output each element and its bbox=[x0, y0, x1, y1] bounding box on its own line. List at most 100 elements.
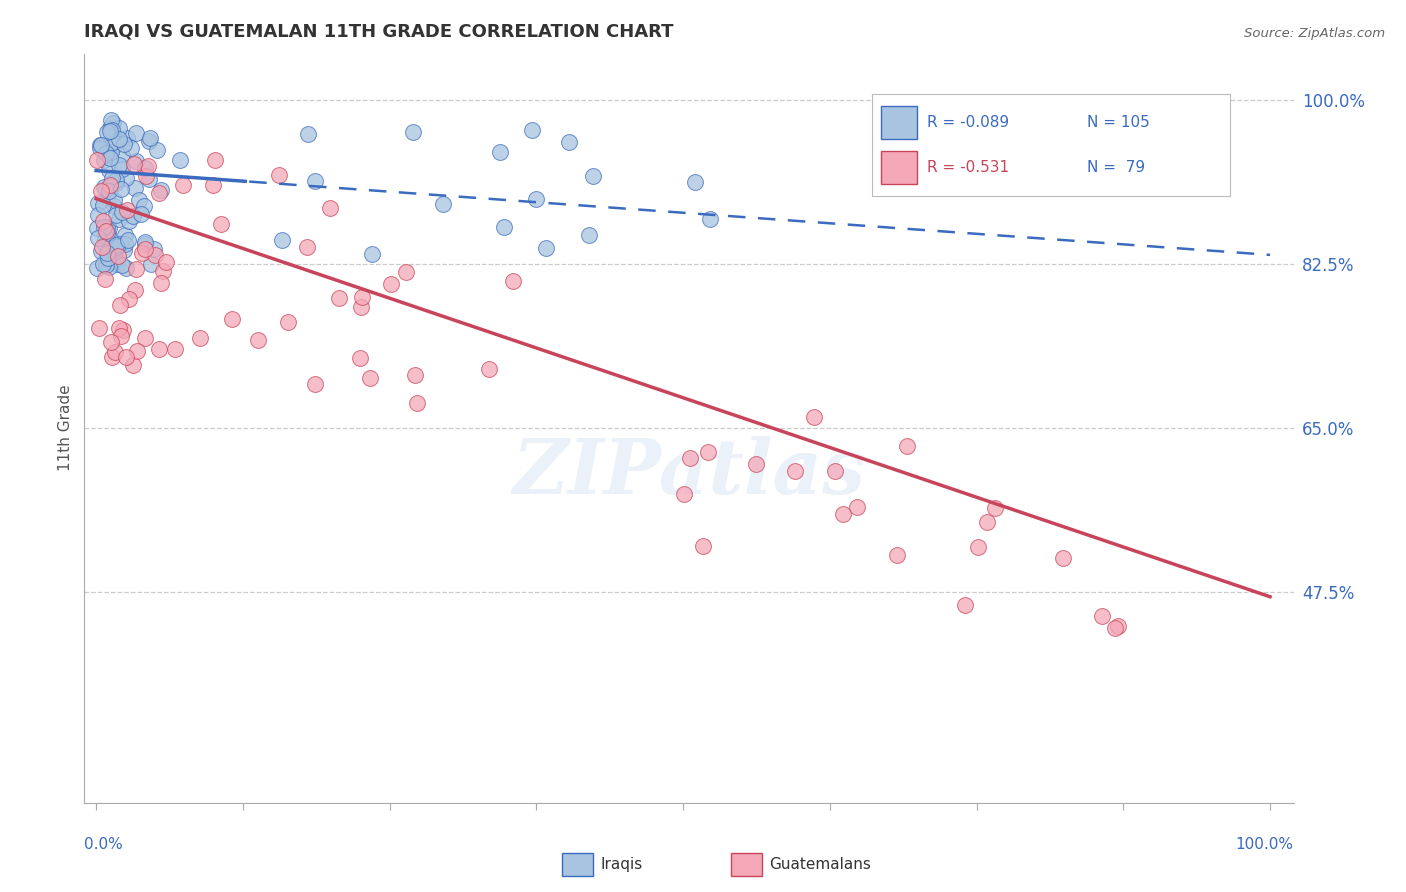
Text: R = -0.089: R = -0.089 bbox=[928, 115, 1010, 130]
Point bbox=[101, 116, 124, 130]
Point bbox=[103, 199, 125, 213]
Text: Source: ZipAtlas.com: Source: ZipAtlas.com bbox=[1244, 27, 1385, 40]
Point bbox=[97, 227, 120, 242]
Point bbox=[211, 217, 233, 231]
Point bbox=[110, 182, 132, 196]
Point bbox=[105, 257, 128, 271]
Point bbox=[100, 113, 122, 128]
Point bbox=[90, 240, 112, 254]
Point bbox=[108, 298, 131, 312]
Point bbox=[103, 139, 125, 153]
Point bbox=[114, 236, 136, 251]
Point bbox=[359, 371, 381, 385]
Point bbox=[696, 444, 718, 458]
Point bbox=[89, 141, 111, 155]
Point bbox=[138, 134, 160, 148]
Point bbox=[112, 323, 135, 337]
Point bbox=[824, 464, 846, 478]
Point bbox=[361, 247, 384, 261]
Point bbox=[271, 233, 294, 247]
Point bbox=[107, 132, 129, 146]
Point bbox=[97, 163, 120, 178]
Point bbox=[105, 239, 128, 253]
Point bbox=[94, 182, 117, 196]
Text: IRAQI VS GUATEMALAN 11TH GRADE CORRELATION CHART: IRAQI VS GUATEMALAN 11TH GRADE CORRELATI… bbox=[84, 23, 673, 41]
Point bbox=[134, 235, 156, 249]
Point bbox=[328, 291, 350, 305]
Point bbox=[111, 205, 134, 219]
Point bbox=[105, 176, 128, 190]
Point bbox=[131, 246, 153, 260]
Point bbox=[87, 208, 110, 222]
Point bbox=[111, 259, 134, 273]
Point bbox=[295, 240, 318, 254]
Point bbox=[110, 329, 132, 343]
Point bbox=[105, 208, 128, 222]
Point bbox=[699, 212, 721, 227]
Text: Guatemalans: Guatemalans bbox=[769, 857, 870, 871]
Point bbox=[96, 126, 118, 140]
Text: N =  79: N = 79 bbox=[1087, 160, 1144, 175]
Point bbox=[984, 501, 1007, 516]
Point bbox=[90, 137, 112, 152]
Point bbox=[118, 214, 141, 228]
Text: ZIPatlas: ZIPatlas bbox=[512, 436, 866, 510]
Point bbox=[112, 137, 135, 152]
Point bbox=[886, 549, 908, 563]
Point bbox=[685, 175, 707, 189]
Point bbox=[94, 236, 117, 251]
Point bbox=[104, 345, 127, 359]
FancyBboxPatch shape bbox=[880, 106, 917, 139]
Point bbox=[277, 314, 299, 328]
Point bbox=[143, 247, 166, 261]
Point bbox=[148, 186, 170, 200]
Point bbox=[534, 240, 557, 254]
Point bbox=[107, 321, 129, 335]
Point bbox=[502, 274, 524, 288]
Point bbox=[93, 179, 115, 194]
Point bbox=[111, 148, 134, 162]
Point bbox=[108, 120, 131, 135]
Point bbox=[104, 252, 127, 267]
Point bbox=[100, 123, 122, 137]
Point bbox=[100, 145, 122, 159]
Point bbox=[98, 124, 121, 138]
Point bbox=[91, 214, 114, 228]
Point bbox=[122, 157, 145, 171]
Point bbox=[90, 185, 112, 199]
Point bbox=[108, 157, 131, 171]
Point bbox=[319, 201, 342, 215]
Point bbox=[86, 260, 108, 275]
Point bbox=[112, 243, 135, 257]
Point bbox=[98, 184, 121, 198]
Point bbox=[89, 137, 111, 152]
Point bbox=[432, 197, 454, 211]
Point bbox=[138, 131, 160, 145]
Point bbox=[98, 255, 121, 269]
Point bbox=[87, 231, 110, 245]
Point bbox=[172, 178, 194, 193]
Point bbox=[118, 293, 141, 307]
Point bbox=[494, 220, 516, 235]
Point bbox=[98, 242, 121, 256]
Point bbox=[380, 277, 402, 291]
Point bbox=[169, 153, 191, 167]
FancyBboxPatch shape bbox=[880, 151, 917, 184]
Point bbox=[155, 255, 177, 269]
Point bbox=[582, 169, 605, 183]
Point bbox=[832, 507, 855, 521]
Point bbox=[114, 228, 136, 243]
Point bbox=[845, 500, 868, 515]
Point bbox=[896, 439, 918, 453]
Point bbox=[350, 300, 373, 314]
Point bbox=[269, 169, 291, 183]
Point bbox=[1107, 618, 1129, 632]
Point bbox=[125, 262, 148, 277]
Point bbox=[93, 257, 115, 271]
Point bbox=[121, 358, 143, 372]
Point bbox=[98, 120, 121, 135]
Point bbox=[692, 539, 714, 553]
Point bbox=[103, 193, 125, 207]
Point bbox=[785, 464, 807, 478]
Point bbox=[477, 361, 499, 376]
